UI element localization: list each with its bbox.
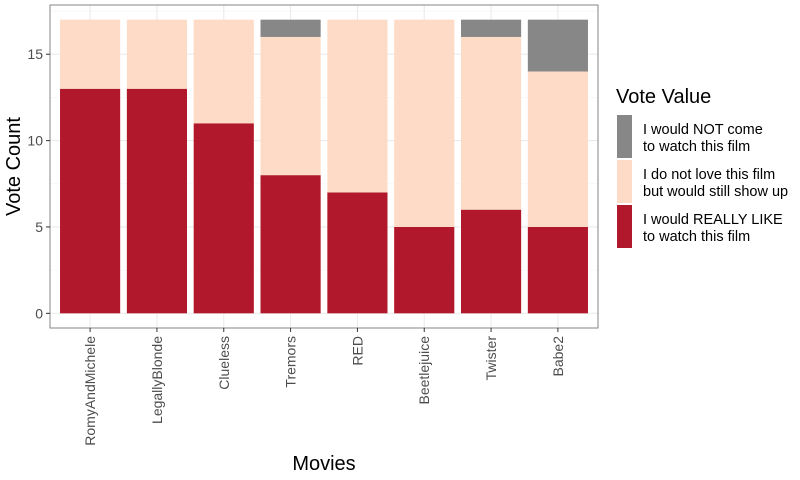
y-axis: 0 5 10 15	[27, 46, 50, 321]
x-tick-label: RomyAndMichele	[82, 336, 98, 446]
legend-label: I would REALLY LIKE to watch this film	[643, 212, 783, 245]
y-tick-label: 0	[35, 305, 43, 321]
legend-label: I do not love this film but would still s…	[643, 167, 788, 200]
x-axis-title: Movies	[292, 453, 355, 475]
bar-segment	[260, 36, 321, 176]
bar-segment	[60, 88, 121, 314]
bar-segment	[126, 88, 187, 314]
bar-segment	[394, 19, 455, 227]
legend-label: I would NOT come to watch this film	[643, 122, 763, 155]
x-tick-label: Twister	[483, 336, 499, 381]
bar-segment	[461, 209, 522, 314]
legend-key	[617, 160, 632, 203]
bar-segment	[193, 123, 254, 314]
bar-segment	[126, 19, 187, 89]
legend-key	[617, 115, 632, 158]
bar-segment	[527, 19, 588, 72]
x-tick-label: Babe2	[550, 336, 566, 377]
x-tick-label: Tremors	[283, 336, 299, 388]
bars-layer	[60, 19, 588, 314]
bar-segment	[60, 19, 121, 89]
y-tick-label: 10	[27, 133, 43, 149]
x-tick-label: RED	[349, 336, 365, 366]
bar-segment	[260, 175, 321, 314]
bar-segment	[461, 36, 522, 210]
legend-key	[617, 205, 632, 248]
x-tick-label: LegallyBlonde	[149, 336, 165, 424]
bar-segment	[527, 71, 588, 227]
bar-segment	[327, 192, 388, 314]
x-axis: RomyAndMichele LegallyBlonde Clueless Tremo…	[82, 328, 566, 446]
bar-segment	[461, 19, 522, 37]
y-tick-label: 15	[27, 46, 43, 62]
x-tick-label: Clueless	[216, 336, 232, 390]
bar-segment	[527, 226, 588, 314]
bar-segment	[260, 19, 321, 37]
bar-segment	[193, 19, 254, 124]
y-axis-title: Vote Count	[3, 117, 25, 216]
panel-border	[49, 4, 599, 329]
y-tick-label: 5	[35, 219, 43, 235]
legend-title: Vote Value	[616, 86, 711, 108]
x-tick-label: Beetlejuice	[416, 336, 432, 405]
bar-segment	[327, 19, 388, 193]
bar-segment	[394, 226, 455, 314]
legend: Vote Value I would NOT come to watch this…	[616, 86, 788, 248]
